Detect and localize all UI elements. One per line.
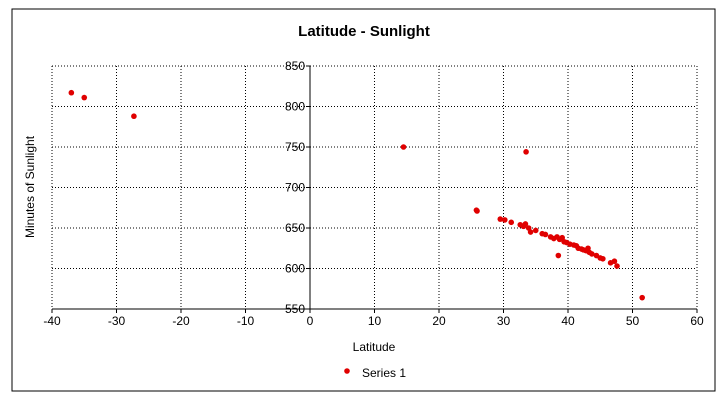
x-tick-label: 60 [690, 314, 704, 328]
data-point [522, 221, 529, 227]
x-tick-label: 20 [432, 314, 446, 328]
data-point [589, 251, 595, 257]
y-tick-label: 800 [285, 100, 305, 114]
x-tick-label: 0 [307, 314, 314, 328]
data-point [614, 263, 620, 269]
data-point [532, 227, 539, 234]
y-tick-label: 650 [285, 221, 305, 235]
x-tick-label: -30 [108, 314, 126, 328]
data-point [68, 89, 75, 96]
y-tick-label: 850 [285, 59, 305, 73]
x-tick-label: -40 [43, 314, 61, 328]
data-points [68, 89, 645, 301]
y-axis-label: Minutes of Sunlight [23, 135, 37, 238]
y-tick-label: 600 [285, 262, 305, 276]
x-axis-label: Latitude [353, 340, 396, 354]
data-point [81, 94, 88, 101]
y-tick-label: 550 [285, 302, 305, 316]
x-tick-label: 40 [561, 314, 575, 328]
x-tick-label: -20 [172, 314, 190, 328]
data-point [508, 219, 515, 226]
tick-labels: -40 -30 -20 -10 0 10 20 30 40 50 60 550 600 650 700 750… [43, 59, 704, 328]
data-point [474, 208, 480, 214]
y-tick-label: 750 [285, 140, 305, 154]
data-point [523, 149, 529, 155]
data-point [527, 229, 534, 235]
legend-label: Series 1 [362, 366, 406, 380]
x-tick-label: 50 [626, 314, 640, 328]
legend: Series 1 [344, 366, 406, 380]
y-tick-label: 700 [285, 181, 305, 195]
data-point [131, 113, 137, 120]
data-point [542, 231, 549, 238]
data-point [497, 216, 504, 222]
legend-marker [344, 368, 350, 374]
chart-border [11, 8, 716, 392]
data-point [501, 217, 508, 223]
x-tick-label: -10 [237, 314, 255, 328]
data-point [639, 294, 645, 301]
grid-layer [51, 65, 698, 309]
x-tick-label: 30 [497, 314, 511, 328]
axis-layer [51, 65, 698, 313]
data-point [555, 252, 562, 259]
data-point [600, 255, 606, 262]
chart-title: Latitude - Sunlight [298, 23, 430, 40]
data-point [611, 258, 618, 265]
data-point [400, 144, 407, 150]
x-tick-label: 10 [368, 314, 382, 328]
